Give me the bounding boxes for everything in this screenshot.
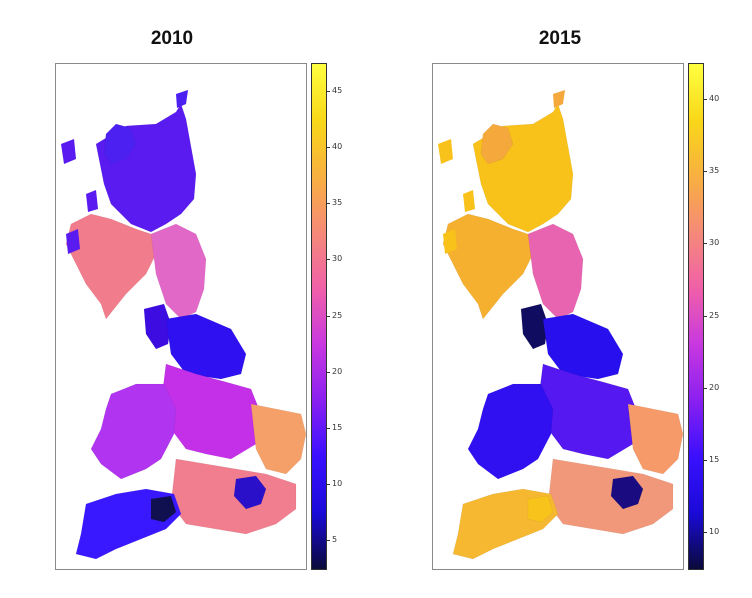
colorbar-tick-label: 20 bbox=[332, 367, 343, 376]
colorbar-tick-mark bbox=[703, 171, 707, 172]
uk-map-2015 bbox=[438, 90, 683, 560]
island bbox=[463, 190, 475, 212]
region-north-england bbox=[150, 223, 207, 320]
colorbar-tick-mark bbox=[326, 91, 330, 92]
colorbar-tick-label: 35 bbox=[709, 166, 720, 175]
colorbar-tick-mark bbox=[703, 532, 707, 533]
colorbar-tick-mark bbox=[326, 203, 330, 204]
colorbar-tick-label: 25 bbox=[709, 311, 720, 320]
island bbox=[438, 139, 453, 164]
region-southeast bbox=[547, 458, 674, 535]
colorbar-tick-mark bbox=[703, 316, 707, 317]
island bbox=[443, 229, 457, 254]
colorbar-tick-mark bbox=[326, 316, 330, 317]
region-east-anglia bbox=[627, 403, 683, 475]
colorbar-2015 bbox=[688, 63, 704, 570]
colorbar-tick-label: 5 bbox=[332, 535, 338, 544]
region-northwest bbox=[520, 303, 549, 350]
region-cornwall-core bbox=[150, 495, 177, 523]
colorbar-tick-label: 10 bbox=[709, 527, 720, 536]
region-scotland bbox=[95, 103, 197, 233]
region-northwest bbox=[143, 303, 172, 350]
region-london bbox=[233, 475, 267, 510]
colorbar-tick-mark bbox=[703, 460, 707, 461]
colorbar-tick-mark bbox=[326, 259, 330, 260]
region-highlands-north bbox=[480, 123, 514, 165]
region-yorkshire bbox=[542, 313, 624, 380]
colorbar-tick-mark bbox=[703, 99, 707, 100]
region-london bbox=[610, 475, 644, 510]
colorbar-tick-label: 10 bbox=[332, 479, 343, 488]
uk-map-2010 bbox=[61, 90, 306, 560]
colorbar-tick-mark bbox=[703, 388, 707, 389]
region-southeast bbox=[170, 458, 297, 535]
colorbar-tick-label: 15 bbox=[332, 423, 343, 432]
region-scotland bbox=[472, 103, 574, 233]
island bbox=[61, 139, 76, 164]
colorbar-tick-mark bbox=[703, 243, 707, 244]
colorbar-tick-mark bbox=[326, 540, 330, 541]
colorbar-tick-label: 25 bbox=[332, 311, 343, 320]
colorbar-tick-mark bbox=[326, 484, 330, 485]
map-frame-2015 bbox=[432, 63, 684, 570]
colorbar-tick-label: 30 bbox=[709, 238, 720, 247]
colorbar-tick-mark bbox=[326, 428, 330, 429]
colorbar-tick-label: 20 bbox=[709, 383, 720, 392]
island bbox=[86, 190, 98, 212]
panel-title-2015: 2015 bbox=[538, 28, 582, 49]
map-frame-2010 bbox=[55, 63, 307, 570]
colorbar-tick-label: 40 bbox=[709, 94, 720, 103]
colorbar-2010 bbox=[311, 63, 327, 570]
island bbox=[553, 90, 565, 108]
region-highlands-north bbox=[103, 123, 137, 165]
colorbar-tick-mark bbox=[326, 372, 330, 373]
region-wales bbox=[90, 383, 177, 480]
region-southwest-scotland bbox=[65, 213, 157, 320]
colorbar-tick-label: 15 bbox=[709, 455, 720, 464]
panel-title-2010: 2010 bbox=[150, 28, 194, 49]
colorbar-tick-mark bbox=[326, 147, 330, 148]
region-north-england bbox=[527, 223, 584, 320]
region-cornwall-core bbox=[527, 495, 554, 523]
region-southwest-scotland bbox=[442, 213, 534, 320]
colorbar-tick-label: 35 bbox=[332, 198, 343, 207]
region-wales bbox=[467, 383, 554, 480]
island bbox=[66, 229, 80, 254]
colorbar-tick-label: 45 bbox=[332, 86, 343, 95]
island bbox=[176, 90, 188, 108]
region-yorkshire bbox=[165, 313, 247, 380]
colorbar-tick-label: 30 bbox=[332, 254, 343, 263]
region-east-anglia bbox=[250, 403, 306, 475]
colorbar-tick-label: 40 bbox=[332, 142, 343, 151]
